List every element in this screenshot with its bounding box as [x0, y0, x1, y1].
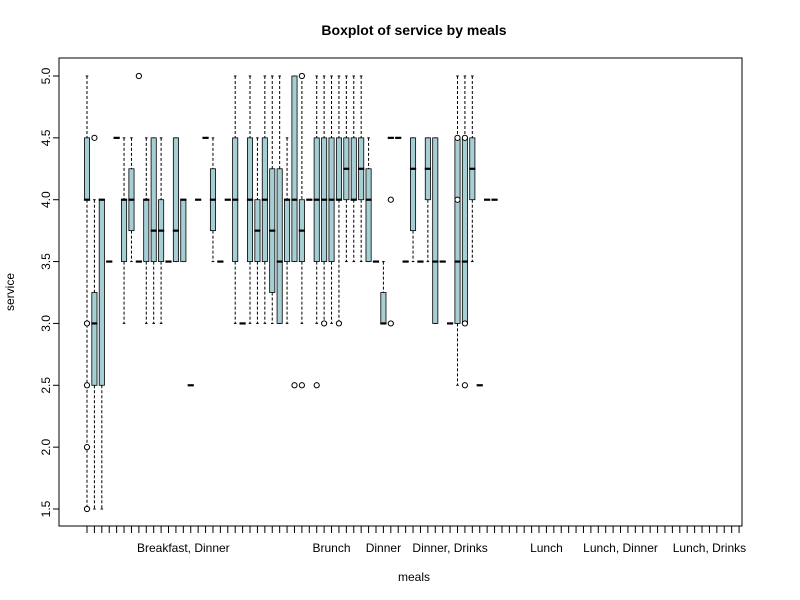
- y-tick-label: 2.0: [39, 438, 53, 455]
- box: [335, 75, 343, 327]
- chart-title: Boxplot of service by meals: [321, 22, 506, 38]
- box-body: [461, 137, 468, 324]
- x-tick-label: Breakfast, Dinner: [137, 541, 230, 555]
- box: [180, 198, 187, 263]
- outlier-point: [83, 320, 91, 327]
- y-tick-label: 4.0: [39, 191, 53, 208]
- box: [83, 75, 91, 513]
- box: [98, 198, 105, 510]
- box-body: [91, 292, 98, 386]
- outlier-point: [313, 382, 320, 389]
- box-body: [380, 292, 387, 324]
- box: [135, 72, 142, 263]
- box: [209, 137, 217, 263]
- x-tick-label: Dinner: [366, 541, 401, 555]
- y-axis: 1.5 2.0 2.5 3.0 3.5 4.0 4.5 5.0: [39, 67, 60, 517]
- box: [409, 137, 417, 263]
- outlier-point: [298, 382, 305, 389]
- box-body: [276, 168, 283, 324]
- box-body: [172, 137, 179, 262]
- box: [291, 75, 298, 389]
- outlier-point: [135, 72, 142, 80]
- box-body: [180, 199, 187, 262]
- outlier-point: [91, 134, 98, 141]
- box: [91, 134, 98, 510]
- box-body: [143, 199, 150, 262]
- box-body: [365, 168, 372, 262]
- box-body: [454, 137, 461, 324]
- outlier-point: [387, 196, 394, 203]
- box: [365, 137, 372, 263]
- box: [143, 137, 150, 324]
- x-axis: Breakfast, Dinner Brunch Dinner Dinner, Dri…: [86, 525, 746, 555]
- outlier-point: [83, 444, 91, 451]
- outlier-point: [321, 320, 328, 327]
- outlier-point: [387, 320, 394, 327]
- outlier-point: [298, 72, 305, 80]
- x-tick-label: Lunch, Dinner: [583, 541, 658, 555]
- box-body: [410, 137, 417, 232]
- box-body: [121, 199, 128, 262]
- y-tick-label: 5.0: [39, 67, 53, 84]
- outlier-point: [454, 196, 461, 203]
- box: [128, 137, 135, 263]
- box-body: [84, 137, 91, 201]
- box: [321, 75, 328, 327]
- y-tick-label: 4.5: [39, 129, 53, 146]
- box-body: [335, 137, 342, 201]
- box: [276, 75, 283, 324]
- outlier-point: [454, 134, 461, 141]
- box-body: [291, 75, 298, 262]
- box: [424, 137, 431, 263]
- x-tick-label: Brunch: [313, 541, 351, 555]
- outlier-point: [83, 382, 91, 389]
- box-body: [432, 137, 439, 324]
- y-tick-label: 2.5: [39, 377, 53, 394]
- box-body: [284, 199, 291, 262]
- box-body: [98, 199, 105, 386]
- box: [350, 75, 357, 263]
- outlier-point: [83, 505, 91, 513]
- box: [461, 75, 469, 389]
- box-body: [150, 137, 157, 262]
- box-group: [83, 72, 498, 513]
- outlier-point: [461, 320, 469, 327]
- box: [387, 136, 394, 327]
- box: [283, 137, 291, 324]
- box: [454, 75, 461, 386]
- x-tick-label: Dinner, Drinks: [412, 541, 487, 555]
- outlier-point: [291, 382, 298, 389]
- y-axis-label: service: [3, 273, 17, 311]
- box: [269, 75, 276, 324]
- x-tick-label: Lunch, Drinks: [673, 541, 746, 555]
- box: [254, 137, 261, 324]
- y-tick-label: 3.0: [39, 315, 53, 332]
- box: [380, 261, 387, 325]
- box: [232, 75, 239, 324]
- box: [432, 137, 439, 324]
- box: [358, 75, 365, 263]
- box: [313, 75, 320, 389]
- outlier-point: [461, 382, 469, 389]
- outlier-point: [461, 134, 469, 141]
- box: [150, 137, 157, 324]
- x-tick-label: Lunch: [530, 541, 563, 555]
- y-tick-label: 1.5: [39, 500, 53, 517]
- box: [246, 75, 254, 324]
- box: [158, 137, 165, 324]
- box: [469, 75, 476, 263]
- outlier-point: [335, 320, 343, 327]
- x-axis-label: meals: [398, 570, 430, 584]
- box-body: [350, 137, 357, 201]
- box: [343, 75, 350, 263]
- box: [328, 75, 335, 324]
- box: [120, 137, 128, 324]
- box: [261, 75, 268, 324]
- box: [298, 72, 305, 389]
- y-tick-label: 3.5: [39, 253, 53, 270]
- box: [172, 137, 180, 263]
